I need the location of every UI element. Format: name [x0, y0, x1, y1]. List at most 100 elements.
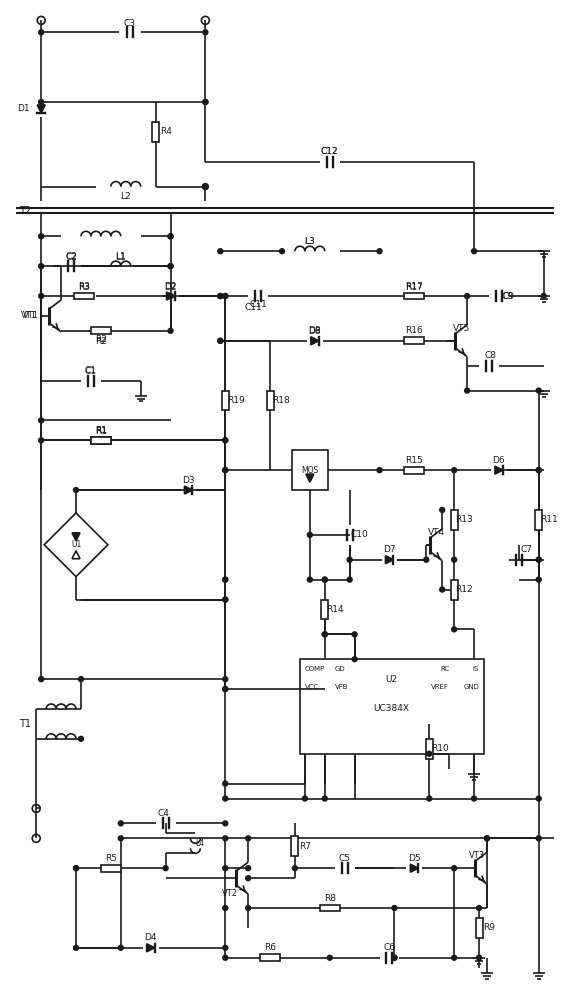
Text: IS: IS — [473, 666, 479, 672]
Polygon shape — [167, 292, 175, 300]
Text: R1: R1 — [95, 427, 107, 436]
Text: R6: R6 — [264, 943, 276, 952]
Circle shape — [377, 249, 382, 254]
Text: T2: T2 — [19, 206, 32, 216]
Text: VT5: VT5 — [453, 324, 470, 333]
Circle shape — [536, 557, 541, 562]
Circle shape — [223, 955, 228, 960]
Circle shape — [347, 577, 352, 582]
Text: VT1: VT1 — [21, 311, 37, 320]
Circle shape — [280, 249, 285, 254]
Text: R1: R1 — [95, 426, 107, 435]
Text: R9: R9 — [483, 923, 495, 932]
Circle shape — [218, 249, 223, 254]
Text: VFB: VFB — [334, 684, 348, 690]
Circle shape — [223, 836, 228, 841]
Circle shape — [377, 468, 382, 473]
Bar — [300, 659, 484, 754]
Circle shape — [322, 577, 327, 582]
Bar — [405, 467, 424, 474]
Circle shape — [440, 587, 445, 592]
Bar — [101, 865, 121, 872]
Text: L1: L1 — [115, 252, 126, 261]
Text: R4: R4 — [160, 127, 172, 136]
Text: D3: D3 — [182, 476, 195, 485]
Circle shape — [163, 866, 168, 871]
Circle shape — [246, 905, 251, 910]
Circle shape — [472, 796, 476, 801]
Bar — [267, 391, 273, 410]
Text: R12: R12 — [455, 585, 473, 594]
Text: C8: C8 — [485, 351, 497, 360]
Bar — [91, 437, 111, 444]
Circle shape — [223, 294, 228, 298]
Text: R18: R18 — [272, 396, 290, 405]
Text: L1: L1 — [115, 253, 126, 262]
Circle shape — [79, 736, 84, 741]
Text: C9: C9 — [502, 292, 514, 301]
Text: D8: D8 — [308, 326, 321, 335]
Circle shape — [168, 328, 173, 333]
Text: D6: D6 — [493, 456, 505, 465]
Polygon shape — [495, 466, 503, 474]
Bar — [426, 739, 433, 759]
Circle shape — [223, 438, 228, 443]
Circle shape — [246, 876, 251, 881]
Circle shape — [223, 597, 228, 602]
Circle shape — [223, 687, 228, 692]
Circle shape — [39, 234, 44, 239]
Circle shape — [203, 184, 208, 189]
Text: L4: L4 — [195, 839, 205, 848]
Circle shape — [73, 488, 79, 493]
Text: C12: C12 — [321, 147, 338, 156]
Circle shape — [39, 294, 44, 298]
Circle shape — [203, 30, 208, 35]
Circle shape — [223, 468, 228, 473]
Circle shape — [218, 338, 223, 343]
Text: R8: R8 — [324, 894, 336, 903]
Circle shape — [424, 557, 429, 562]
Circle shape — [472, 249, 476, 254]
Circle shape — [218, 294, 223, 298]
Text: R11: R11 — [540, 515, 558, 524]
Circle shape — [440, 507, 445, 512]
Polygon shape — [72, 551, 80, 559]
Bar — [320, 905, 340, 911]
Circle shape — [352, 657, 357, 662]
Text: R1: R1 — [95, 426, 107, 435]
Circle shape — [476, 905, 481, 910]
Circle shape — [118, 821, 123, 826]
Circle shape — [347, 557, 352, 562]
Text: VREF: VREF — [431, 684, 449, 690]
Text: R10: R10 — [431, 744, 449, 753]
Circle shape — [293, 866, 297, 871]
Circle shape — [246, 836, 251, 841]
Bar — [152, 122, 159, 142]
Text: D2: D2 — [164, 282, 177, 291]
Text: D8: D8 — [308, 327, 321, 336]
Text: R17: R17 — [406, 282, 423, 291]
Text: C3: C3 — [124, 19, 136, 28]
Circle shape — [427, 751, 432, 756]
Circle shape — [73, 866, 79, 871]
Circle shape — [536, 468, 541, 473]
Circle shape — [39, 99, 44, 104]
Circle shape — [223, 905, 228, 910]
Circle shape — [168, 234, 173, 239]
Circle shape — [218, 294, 223, 298]
Bar — [222, 391, 229, 410]
Bar — [451, 580, 458, 600]
Text: L2: L2 — [120, 192, 131, 201]
Text: MOS: MOS — [301, 466, 319, 475]
Text: D1: D1 — [17, 104, 29, 113]
Circle shape — [168, 264, 173, 269]
Text: R17: R17 — [406, 283, 423, 292]
Text: C1: C1 — [85, 367, 97, 376]
Text: COMP: COMP — [305, 666, 325, 672]
Circle shape — [476, 955, 481, 960]
Text: UC384X: UC384X — [373, 704, 410, 713]
Circle shape — [451, 557, 457, 562]
Text: VT2: VT2 — [222, 889, 238, 898]
Polygon shape — [44, 513, 108, 577]
Bar — [535, 510, 542, 530]
